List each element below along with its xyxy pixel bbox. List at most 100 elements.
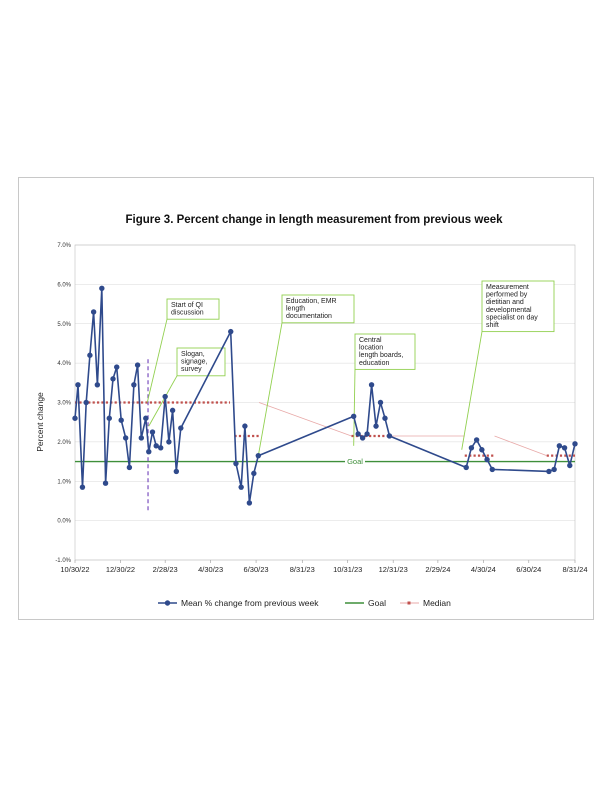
callout-text: survey (181, 366, 202, 373)
data-point (143, 415, 149, 421)
callout-text: specialist on day (486, 314, 538, 321)
data-point (561, 445, 568, 451)
data-point (178, 425, 184, 431)
callout-pointer (353, 369, 356, 446)
callout-box (176, 347, 226, 377)
data-point (251, 470, 257, 477)
x-tick-label: 10/30/22 (60, 565, 89, 574)
legend-median-label: Median (423, 598, 451, 608)
data-point (149, 429, 156, 435)
y-axis-label: Percent change (35, 392, 45, 452)
callout-text: performed by (486, 292, 528, 299)
data-point (468, 445, 475, 451)
callout-text: developmental (486, 307, 532, 314)
data-point (99, 285, 105, 292)
data-point (134, 362, 141, 368)
callout-pointer (148, 375, 178, 427)
y-tick-label: 1.0% (57, 479, 71, 485)
data-point (572, 441, 578, 447)
callout-text: length (286, 306, 305, 313)
data-point (246, 500, 253, 506)
data-point (118, 417, 124, 423)
data-point (377, 399, 384, 406)
callout-text: signage, (181, 359, 208, 366)
x-tick-label: 6/30/23 (244, 565, 269, 574)
x-tick-label: 10/31/23 (333, 565, 362, 574)
data-point (162, 393, 168, 400)
data-point (114, 364, 120, 370)
callout-box (281, 294, 355, 324)
callout-box (354, 333, 416, 370)
callout-text: Education, EMR (286, 298, 337, 305)
callout-text: documentation (286, 313, 332, 320)
chart-title: Figure 3. Percent change in length measu… (125, 214, 503, 226)
x-tick-label: 6/30/24 (516, 565, 541, 574)
x-tick-label: 8/31/23 (290, 565, 315, 574)
data-point (131, 382, 137, 388)
data-point (567, 462, 573, 469)
data-point (368, 382, 375, 388)
callout-text: dietitian and (486, 299, 524, 306)
y-tick-label: 3.0% (57, 401, 71, 407)
callout-text: Start of QI (171, 302, 203, 309)
x-tick-label: 4/30/23 (198, 565, 223, 574)
callout-box (166, 298, 220, 320)
chart-frame: Figure 3. Percent change in length measu… (18, 177, 594, 620)
goal-label-background (345, 456, 365, 466)
data-point (72, 415, 78, 421)
mean-series (72, 285, 578, 506)
data-point (173, 468, 180, 475)
data-point (126, 464, 133, 471)
data-point (122, 435, 129, 441)
data-point (364, 431, 370, 437)
data-point (551, 466, 557, 473)
callout-text: Slogan, (181, 351, 205, 358)
data-point (382, 415, 388, 421)
data-point (463, 464, 469, 471)
data-point (350, 413, 357, 419)
data-point (556, 443, 563, 449)
callout-text: shift (486, 322, 499, 329)
callout-text: Central (359, 337, 382, 344)
callout-pointer (257, 322, 283, 456)
legend-median-marker (407, 601, 411, 605)
data-point (546, 468, 552, 475)
axes: -1.0% 0.0% 1.0% 2.0% 3.0% 4.0% 5.0% 6.0% 7.0% 10/… (55, 243, 587, 574)
legend-goal-label: Goal (368, 598, 386, 608)
callout-text: location (359, 345, 383, 352)
x-tick-label: 12/30/22 (106, 565, 135, 574)
x-tick-label: 8/31/24 (562, 565, 587, 574)
y-tick-label: -1.0% (55, 558, 71, 564)
median-connector (494, 435, 547, 457)
median-connector (258, 402, 352, 437)
y-tick-label: 4.0% (57, 361, 71, 367)
data-point (373, 423, 379, 429)
x-tick-label: 2/28/23 (153, 565, 178, 574)
y-tick-label: 2.0% (57, 440, 71, 446)
data-point (228, 328, 234, 335)
data-point (166, 439, 172, 445)
data-point (255, 452, 262, 459)
data-point (233, 460, 239, 467)
callout-pointer (461, 331, 483, 450)
data-point (90, 309, 97, 315)
data-point (146, 449, 152, 455)
data-point (153, 443, 159, 449)
data-point (473, 437, 480, 443)
data-point (110, 376, 116, 382)
data-point (157, 445, 164, 451)
data-point (359, 435, 366, 441)
data-point (106, 415, 112, 421)
goal-series: Goal (75, 456, 575, 466)
callout-box (481, 280, 555, 333)
data-point (489, 466, 495, 473)
y-tick-label: 6.0% (57, 282, 71, 288)
callout-text: discussion (171, 310, 204, 317)
data-point (79, 484, 86, 490)
chart-svg: Figure 3. Percent change in length measu… (35, 214, 588, 608)
callout-text: length boards, (359, 352, 403, 359)
x-tick-label: 2/29/24 (425, 565, 450, 574)
data-point (386, 433, 393, 439)
data-point (169, 407, 176, 414)
